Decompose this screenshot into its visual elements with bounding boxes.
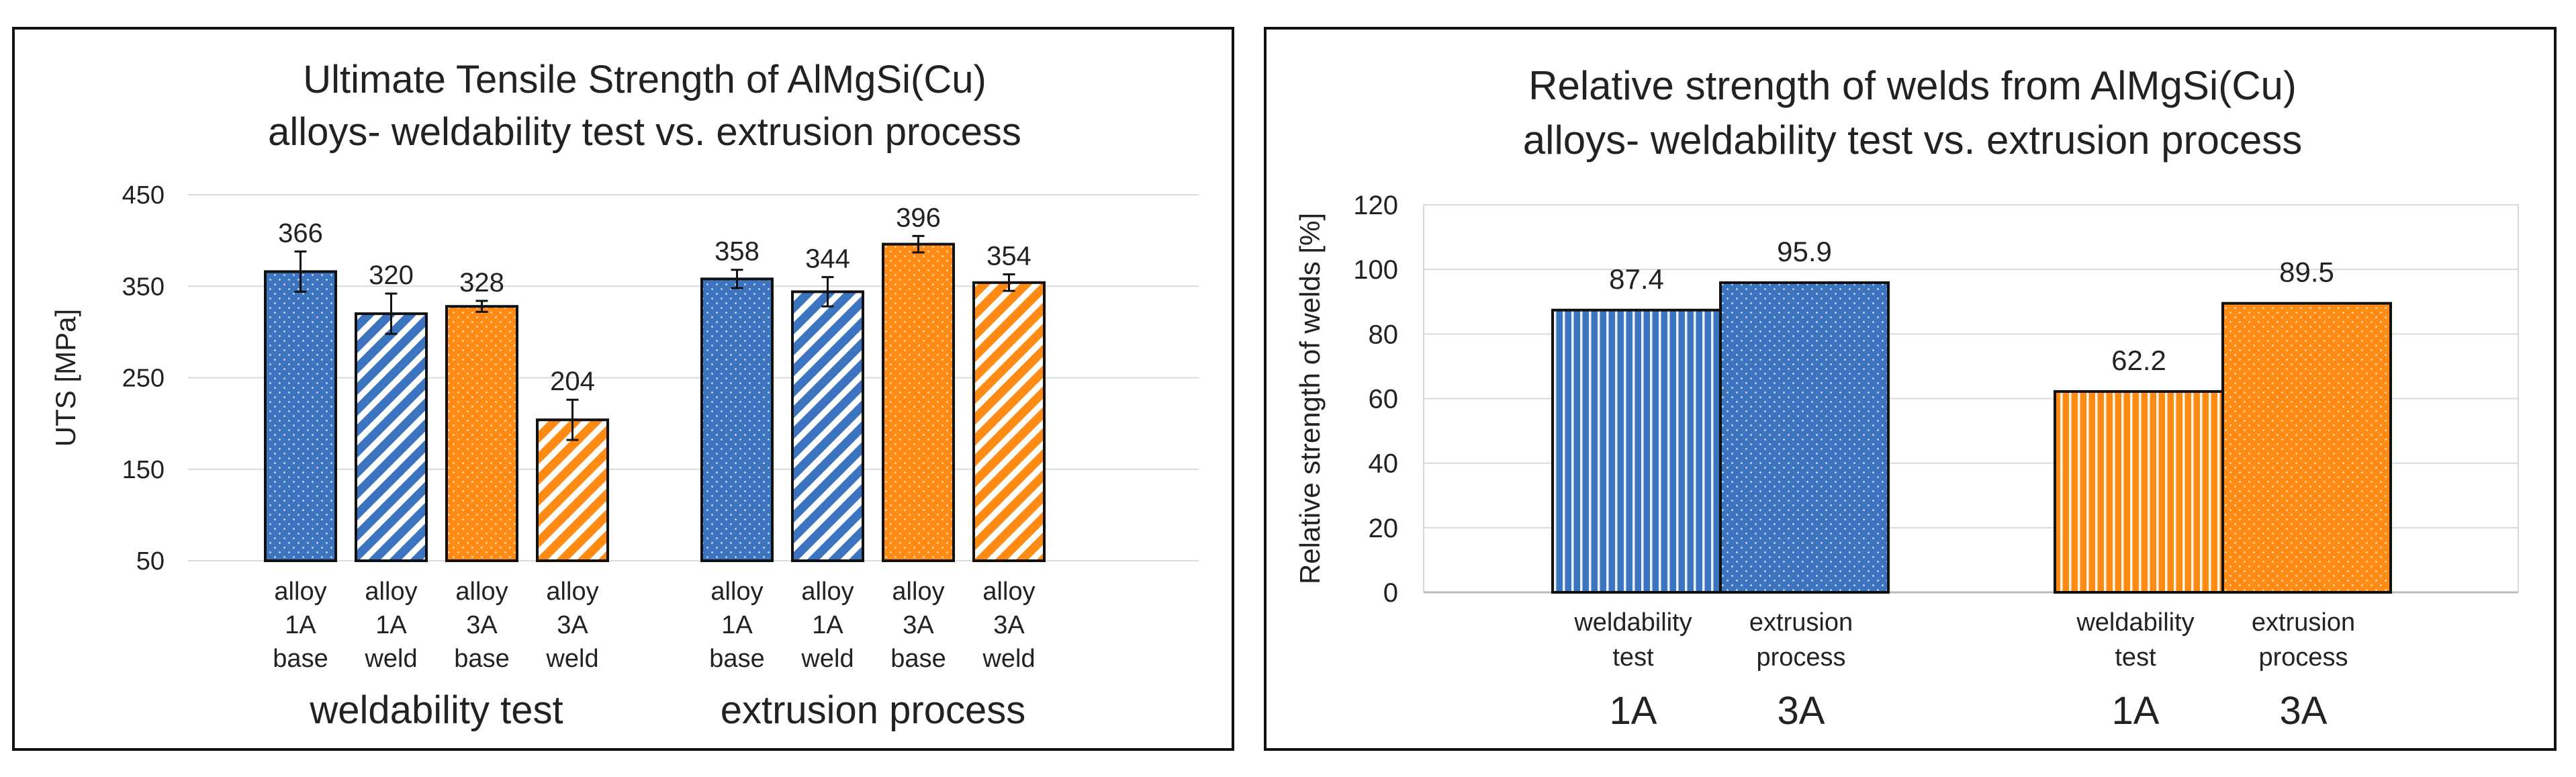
uts-bar (882, 242, 955, 562)
uts-category-label: base (890, 645, 946, 673)
rel-y-tick-label: 0 (1383, 578, 1398, 608)
rel-y-axis-label: Relative strength of welds [%] (1294, 213, 1326, 584)
uts-category-label: base (273, 645, 328, 673)
rel-data-label: 89.5 (2279, 257, 2334, 288)
uts-y-axis-label: UTS [MPa] (50, 309, 81, 447)
uts-data-label: 358 (715, 237, 760, 267)
uts-category-label: weld (545, 645, 598, 673)
uts-category-label: alloy (365, 578, 417, 606)
uts-data-label: 354 (986, 242, 1031, 271)
uts-bar (700, 277, 774, 562)
uts-category-label: alloy (801, 578, 854, 606)
uts-category-label: alloy (892, 578, 944, 606)
uts-category-label: weld (982, 645, 1035, 673)
uts-y-tick-label: 450 (122, 181, 165, 210)
uts-bar (355, 312, 428, 562)
uts-category-label: weld (364, 645, 417, 673)
uts-category-label: alloy (274, 578, 326, 606)
uts-category-label: base (709, 645, 764, 673)
uts-category-label: alloy (710, 578, 763, 606)
uts-category-label: 3A (993, 611, 1025, 639)
uts-bar (264, 270, 337, 562)
rel-category-label: test (2115, 643, 2156, 672)
rel-y-tick-label: 60 (1369, 385, 1399, 414)
uts-category-label: 1A (721, 611, 753, 639)
uts-category-label: 3A (466, 611, 498, 639)
rel-alloy-label: 1A (2112, 689, 2160, 733)
rel-category-label: extrusion (2252, 608, 2355, 637)
uts-data-label: 204 (550, 367, 595, 396)
rel-category-label: weldability (1573, 608, 1692, 637)
rel-alloy-label: 3A (1778, 689, 1825, 733)
uts-category-label: base (454, 645, 509, 673)
uts-category-label: 3A (903, 611, 934, 639)
uts-data-label: 396 (896, 203, 941, 232)
rel-bar (1719, 281, 1890, 594)
rel-category-label: weldability (2076, 608, 2194, 637)
uts-bar (536, 418, 609, 562)
uts-category-label: 1A (375, 611, 407, 639)
rel-chart-title-line-2: alloys- weldability test vs. extrusion p… (1523, 118, 2302, 163)
uts-bar (445, 305, 518, 562)
uts-category-label: 1A (812, 611, 843, 639)
uts-chart-title-line-1: Ultimate Tensile Strength of AlMgSi(Cu) (303, 58, 986, 101)
rel-y-tick-label: 80 (1369, 320, 1399, 349)
uts-y-tick-label: 250 (122, 365, 165, 393)
rel-bar (1551, 308, 1722, 594)
uts-group-label: weldability test (309, 688, 563, 732)
uts-category-label: alloy (546, 578, 598, 606)
rel-category-label: extrusion (1749, 608, 1853, 637)
uts-group-label: extrusion process (721, 688, 1026, 732)
rel-y-tick-label: 40 (1369, 449, 1399, 479)
rel-category-label: process (1756, 643, 1845, 672)
uts-bar (791, 290, 864, 562)
rel-alloy-label: 3A (2280, 689, 2328, 733)
rel-category-label: process (2258, 643, 2348, 672)
rel-data-label: 62.2 (2111, 345, 2166, 376)
rel-alloy-label: 1A (1610, 689, 1657, 733)
uts-data-label: 320 (369, 261, 414, 290)
uts-y-tick-label: 150 (122, 456, 165, 484)
uts-data-label: 366 (278, 218, 323, 248)
rel-y-tick-label: 20 (1369, 514, 1399, 543)
uts-chart-title-line-2: alloys- weldability test vs. extrusion p… (268, 110, 1021, 154)
uts-category-label: alloy (982, 578, 1035, 606)
rel-y-tick-label: 100 (1353, 255, 1398, 285)
uts-category-label: weld (800, 645, 854, 673)
uts-category-label: alloy (455, 578, 508, 606)
uts-category-label: 1A (285, 611, 316, 639)
rel-chart-title-line-1: Relative strength of welds from AlMgSi(C… (1528, 63, 2297, 108)
rel-bar (2054, 390, 2224, 594)
uts-data-label: 344 (805, 244, 850, 274)
rel-bar (2221, 302, 2392, 594)
uts-category-label: 3A (557, 611, 588, 639)
rel-y-tick-label: 120 (1353, 191, 1398, 220)
rel-data-label: 95.9 (1777, 236, 1832, 267)
uts-data-label: 328 (459, 268, 504, 298)
uts-y-tick-label: 50 (136, 547, 165, 576)
uts-bar (972, 281, 1046, 562)
rel-data-label: 87.4 (1609, 263, 1664, 295)
rel-category-label: test (1612, 643, 1654, 672)
uts-y-tick-label: 350 (122, 273, 165, 301)
